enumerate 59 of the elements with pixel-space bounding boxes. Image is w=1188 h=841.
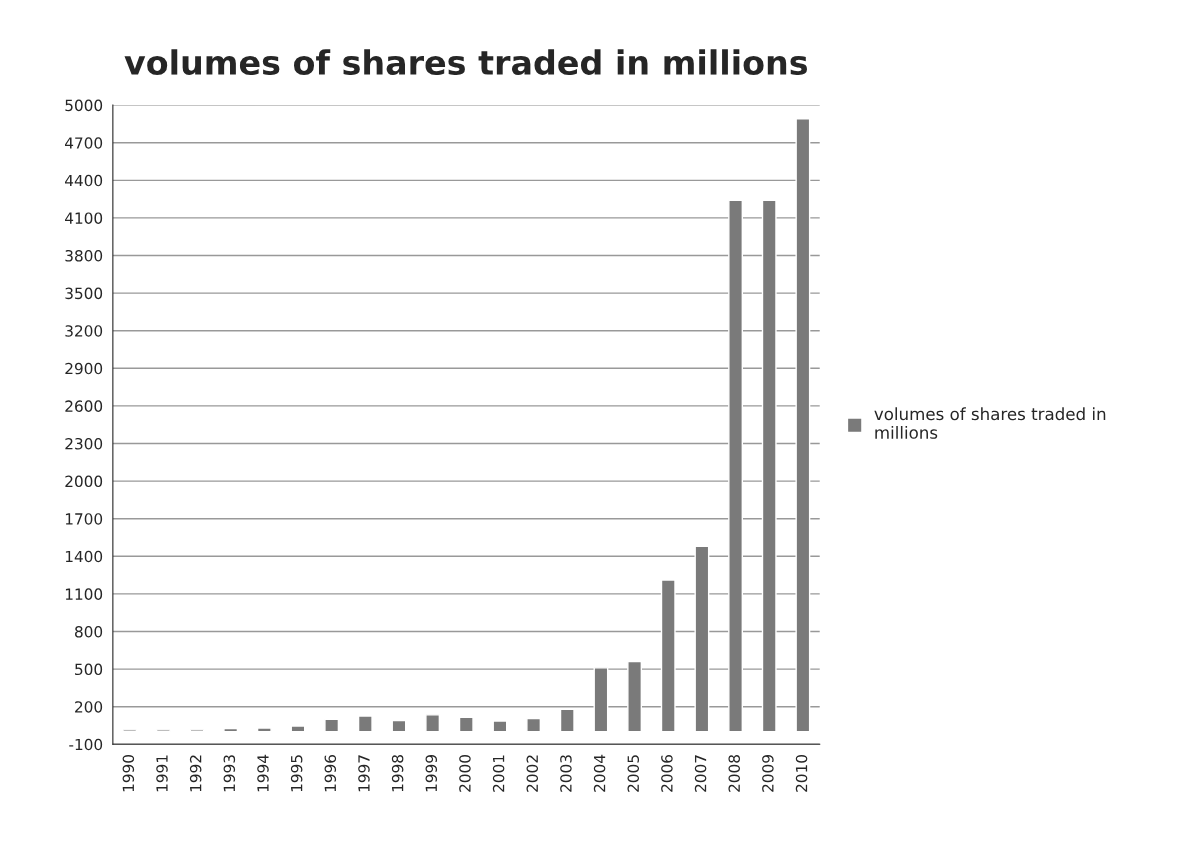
x-tick-label: 1993 [223, 755, 236, 792]
x-tick-label: 1997 [358, 755, 370, 792]
x-tick-label: 2004 [593, 754, 606, 792]
chart-title: volumes of shares traded in millions [124, 49, 808, 76]
y-tick-label: 3200 [65, 325, 103, 337]
y-tick-label: 4700 [65, 137, 103, 149]
x-tick-label: 2000 [459, 755, 471, 792]
x-tick-label: 2009 [762, 755, 774, 792]
y-tick-label: 800 [75, 625, 103, 638]
bar [425, 714, 441, 733]
y-tick-label: 2000 [65, 475, 103, 488]
x-tick-label: 2010 [795, 755, 808, 792]
bar [357, 715, 373, 733]
x-tick-label: 1994 [257, 754, 269, 792]
bar [694, 545, 710, 733]
bar [627, 660, 643, 733]
bar [526, 717, 542, 733]
x-tick-label: 2001 [492, 755, 505, 792]
bar [795, 118, 811, 733]
bar [458, 716, 474, 733]
x-tick-label: 1992 [189, 755, 202, 792]
bar [660, 579, 676, 733]
y-tick-label: 3500 [65, 287, 103, 300]
bar [761, 199, 777, 733]
bar [391, 719, 407, 733]
y-tick-label: 2600 [65, 400, 103, 412]
y-tick-label: 3800 [65, 249, 103, 262]
bar [290, 725, 306, 733]
x-tick-label: 2002 [526, 755, 539, 792]
y-tick-label: 2300 [65, 437, 103, 450]
y-tick-label: 200 [75, 701, 103, 713]
bar [593, 667, 609, 733]
y-tick-label: -100 [69, 738, 103, 751]
y-tick-label: 500 [75, 663, 103, 676]
x-tick-label: 2005 [627, 755, 640, 792]
y-tick-label: 5000 [65, 99, 103, 112]
bar [559, 708, 575, 733]
bar [223, 727, 239, 733]
x-tick-label: 2008 [728, 755, 740, 792]
x-tick-label: 2006 [661, 754, 673, 792]
y-tick-label: 1100 [65, 588, 103, 600]
bar [256, 727, 272, 733]
x-tick-label: 1990 [122, 755, 135, 792]
x-tick-label: 1991 [156, 755, 168, 792]
x-tick-label: 2003 [560, 755, 572, 792]
x-tick-label: 1999 [425, 755, 438, 792]
x-tick-label: 1998 [391, 755, 404, 792]
bar [492, 720, 508, 733]
x-tick-label: 1995 [290, 755, 303, 792]
bar [728, 199, 743, 733]
y-tick-label: 1700 [65, 513, 103, 525]
legend-label: volumes of shares traded in millions [874, 407, 1106, 439]
bar [324, 718, 340, 733]
y-tick-label: 1400 [65, 550, 103, 563]
y-tick-label: 2900 [65, 362, 103, 375]
y-tick-label: 4100 [65, 212, 103, 224]
x-tick-label: 1996 [324, 754, 337, 792]
x-tick-label: 2007 [694, 755, 707, 792]
y-tick-label: 4400 [65, 174, 103, 187]
